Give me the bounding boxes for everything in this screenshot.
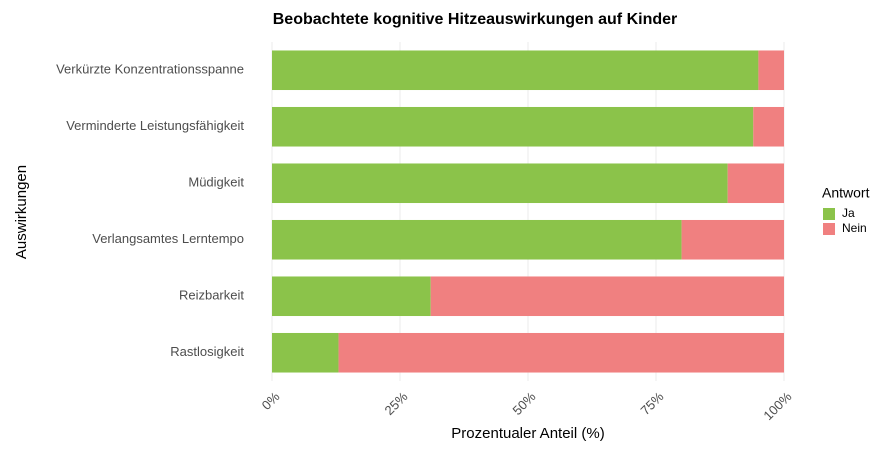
y-tick-label: Reizbarkeit bbox=[179, 288, 244, 303]
x-tick-label: 100% bbox=[760, 389, 794, 423]
bar-segment bbox=[272, 219, 682, 260]
y-tick-label: Verkürzte Konzentrationsspanne bbox=[56, 62, 244, 77]
bar-segment bbox=[338, 332, 784, 373]
bar-segment bbox=[681, 219, 784, 260]
chart-title: Beobachtete kognitive Hitzeauswirkungen … bbox=[273, 11, 678, 28]
legend-swatch bbox=[823, 208, 835, 220]
legend-label: Nein bbox=[842, 221, 867, 235]
bar-segment bbox=[753, 106, 784, 147]
legend-title: Antwort bbox=[822, 185, 870, 201]
legend-label: Ja bbox=[842, 206, 855, 220]
bar-segment bbox=[272, 106, 754, 147]
y-tick-label: Rastlosigkeit bbox=[170, 344, 244, 359]
bar-segment bbox=[272, 163, 728, 204]
y-tick-label: Müdigkeit bbox=[188, 175, 244, 190]
bar-segment bbox=[758, 50, 784, 91]
x-tick-label: 75% bbox=[638, 389, 667, 418]
y-axis-title: Auswirkungen bbox=[13, 165, 30, 259]
bar-segment bbox=[272, 332, 339, 373]
x-axis-title: Prozentualer Anteil (%) bbox=[451, 425, 604, 442]
x-tick-label: 0% bbox=[259, 389, 283, 413]
y-tick-label: Verlangsamtes Lerntempo bbox=[92, 231, 244, 246]
bar-segment bbox=[272, 50, 759, 91]
legend-swatch bbox=[823, 223, 835, 235]
x-tick-label: 50% bbox=[510, 389, 539, 418]
y-tick-label: Verminderte Leistungsfähigkeit bbox=[66, 118, 244, 133]
bar-segment bbox=[430, 276, 784, 317]
bar-segment bbox=[727, 163, 784, 204]
x-tick-label: 25% bbox=[382, 389, 411, 418]
bar-segment bbox=[272, 276, 431, 317]
